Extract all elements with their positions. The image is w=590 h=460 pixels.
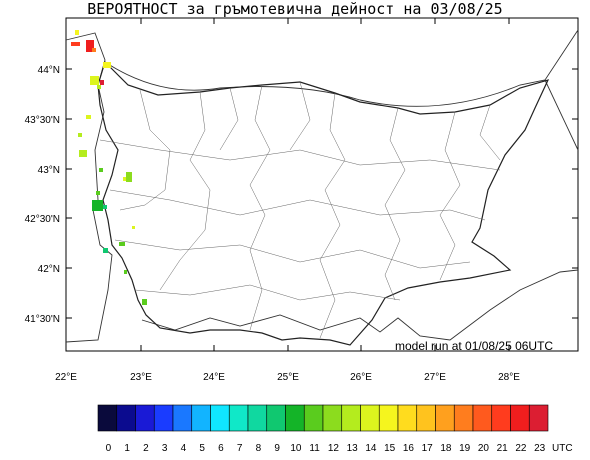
colorbar-label: 8 bbox=[256, 443, 262, 454]
colorbar-label: 21 bbox=[497, 443, 509, 454]
colorbar: 0 1 2 3 4 5 6 7 8 9 10 11 12 13 14 15 16 17 18 19 20 21 22 23 UT… bbox=[97, 404, 573, 454]
colorbar-swatch bbox=[191, 404, 211, 432]
lon-tick-label: 26°E bbox=[350, 372, 372, 383]
colorbar-label: 12 bbox=[328, 443, 340, 454]
colorbar-label: 2 bbox=[143, 443, 149, 454]
colorbar-label: 1 bbox=[124, 443, 130, 454]
model-run-label: model run at 01/08/25 06UTC bbox=[395, 339, 553, 353]
colorbar-swatch bbox=[285, 404, 305, 432]
colorbar-label: 4 bbox=[181, 443, 187, 454]
country-borders bbox=[65, 29, 579, 343]
lon-tick-label: 27°E bbox=[424, 372, 446, 383]
colorbar-swatch bbox=[97, 404, 118, 432]
colorbar-label: 22 bbox=[515, 443, 527, 454]
lon-tick-label: 24°E bbox=[203, 372, 225, 383]
colorbar-swatch bbox=[116, 404, 136, 432]
lat-tick-label: 43°N bbox=[38, 165, 60, 176]
admin-boundaries bbox=[99, 81, 501, 339]
lat-tick-label: 42°N bbox=[38, 264, 60, 275]
colorbar-label: 7 bbox=[237, 443, 243, 454]
colorbar-label: 15 bbox=[384, 443, 396, 454]
lon-tick-label: 28°E bbox=[498, 372, 520, 383]
colorbar-swatch bbox=[360, 404, 380, 432]
colorbar-label: 11 bbox=[309, 443, 320, 454]
colorbar-swatch bbox=[228, 404, 249, 432]
colorbar-label: 20 bbox=[478, 443, 490, 454]
colorbar-swatch bbox=[322, 404, 343, 432]
colorbar-label: 5 bbox=[199, 443, 205, 454]
colorbar-swatch bbox=[135, 404, 155, 432]
colorbar-label: 16 bbox=[403, 443, 415, 454]
colorbar-swatch bbox=[172, 404, 193, 432]
colorbar-swatch bbox=[378, 404, 399, 432]
lat-tick-label: 43°30'N bbox=[25, 115, 60, 126]
colorbar-swatch bbox=[397, 404, 418, 432]
colorbar-swatch bbox=[247, 404, 268, 432]
bulgaria-outline bbox=[97, 60, 550, 346]
lon-tick-label: 22°E bbox=[55, 372, 77, 383]
colorbar-label: 6 bbox=[218, 443, 224, 454]
colorbar-label: 17 bbox=[422, 443, 434, 454]
colorbar-swatch bbox=[528, 404, 549, 432]
colorbar-swatch bbox=[435, 404, 455, 432]
colorbar-label: 13 bbox=[347, 443, 359, 454]
colorbar-label: 14 bbox=[365, 443, 377, 454]
map-title: ВЕРОЯТНОСТ за гръмотевична дейност на 03… bbox=[87, 0, 503, 18]
lon-tick-label: 25°E bbox=[277, 372, 299, 383]
latitude-ticks: 44°N 43°30'N 43°N 42°30'N 42°N 41°30'N bbox=[25, 65, 578, 325]
colorbar-label: 9 bbox=[274, 443, 280, 454]
colorbar-label: 3 bbox=[162, 443, 168, 454]
longitude-ticks: 22°E 23°E 24°E 25°E 26°E 27°E 28°E bbox=[55, 18, 520, 383]
colorbar-swatch bbox=[472, 404, 493, 432]
lat-tick-label: 41°30'N bbox=[25, 314, 60, 325]
colorbar-swatch bbox=[491, 404, 511, 432]
lat-tick-label: 44°N bbox=[38, 65, 60, 76]
colorbar-label: 0 bbox=[106, 443, 112, 454]
colorbar-unit: UTC bbox=[552, 443, 573, 454]
colorbar-swatch bbox=[266, 404, 286, 432]
colorbar-swatch bbox=[341, 404, 361, 432]
lat-tick-label: 42°30'N bbox=[25, 214, 60, 225]
lon-tick-label: 23°E bbox=[130, 372, 152, 383]
colorbar-label: 23 bbox=[534, 443, 546, 454]
colorbar-swatch bbox=[453, 404, 474, 432]
colorbar-swatch bbox=[416, 404, 436, 432]
colorbar-swatch bbox=[303, 404, 324, 432]
colorbar-swatch bbox=[153, 404, 174, 432]
colorbar-swatch bbox=[510, 404, 530, 432]
colorbar-swatch bbox=[210, 404, 230, 432]
probability-cells bbox=[71, 30, 147, 305]
colorbar-label: 10 bbox=[290, 443, 302, 454]
colorbar-label: 18 bbox=[440, 443, 452, 454]
map-frame bbox=[65, 17, 579, 352]
colorbar-label: 19 bbox=[459, 443, 471, 454]
